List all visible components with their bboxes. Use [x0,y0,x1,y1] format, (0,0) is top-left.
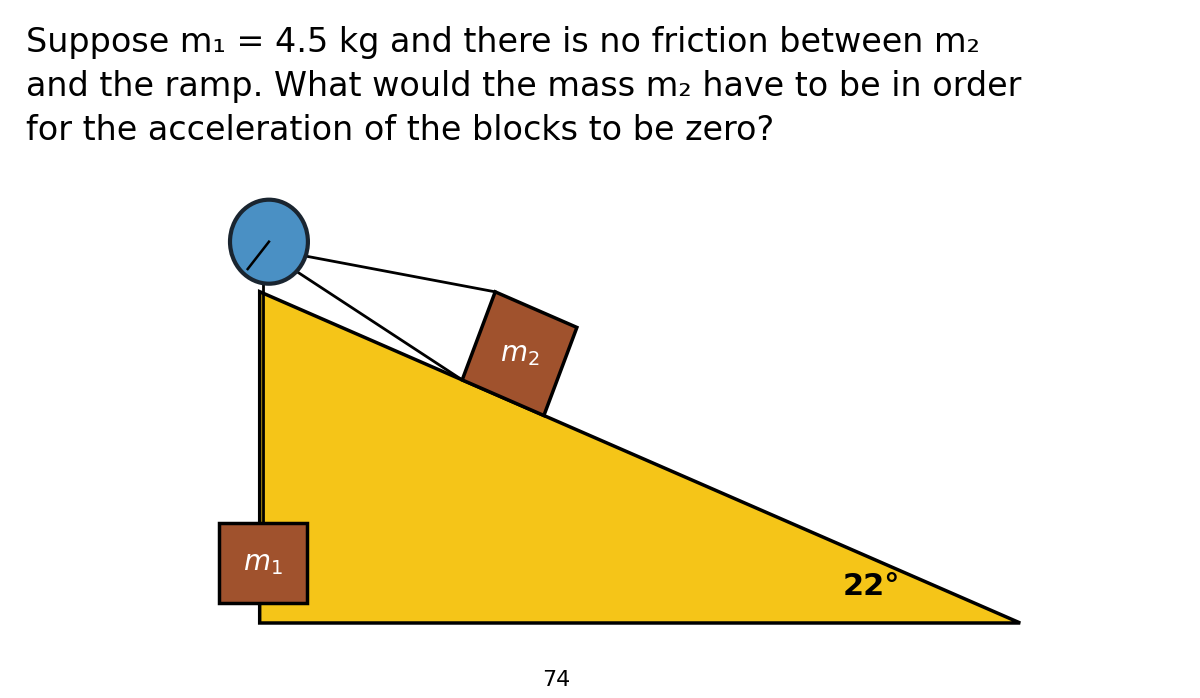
Text: 22°: 22° [844,572,900,601]
Polygon shape [259,292,1020,623]
Bar [220,523,307,603]
Text: $m_2$: $m_2$ [500,340,539,368]
Text: Suppose m₁ = 4.5 kg and there is no friction between m₂: Suppose m₁ = 4.5 kg and there is no fric… [26,26,980,59]
Polygon shape [462,292,577,415]
Text: 74: 74 [542,670,570,690]
Text: for the acceleration of the blocks to be zero?: for the acceleration of the blocks to be… [26,114,774,147]
Text: $m_1$: $m_1$ [244,549,283,577]
Text: and the ramp. What would the mass m₂ have to be in order: and the ramp. What would the mass m₂ hav… [26,70,1021,103]
Circle shape [230,200,308,283]
